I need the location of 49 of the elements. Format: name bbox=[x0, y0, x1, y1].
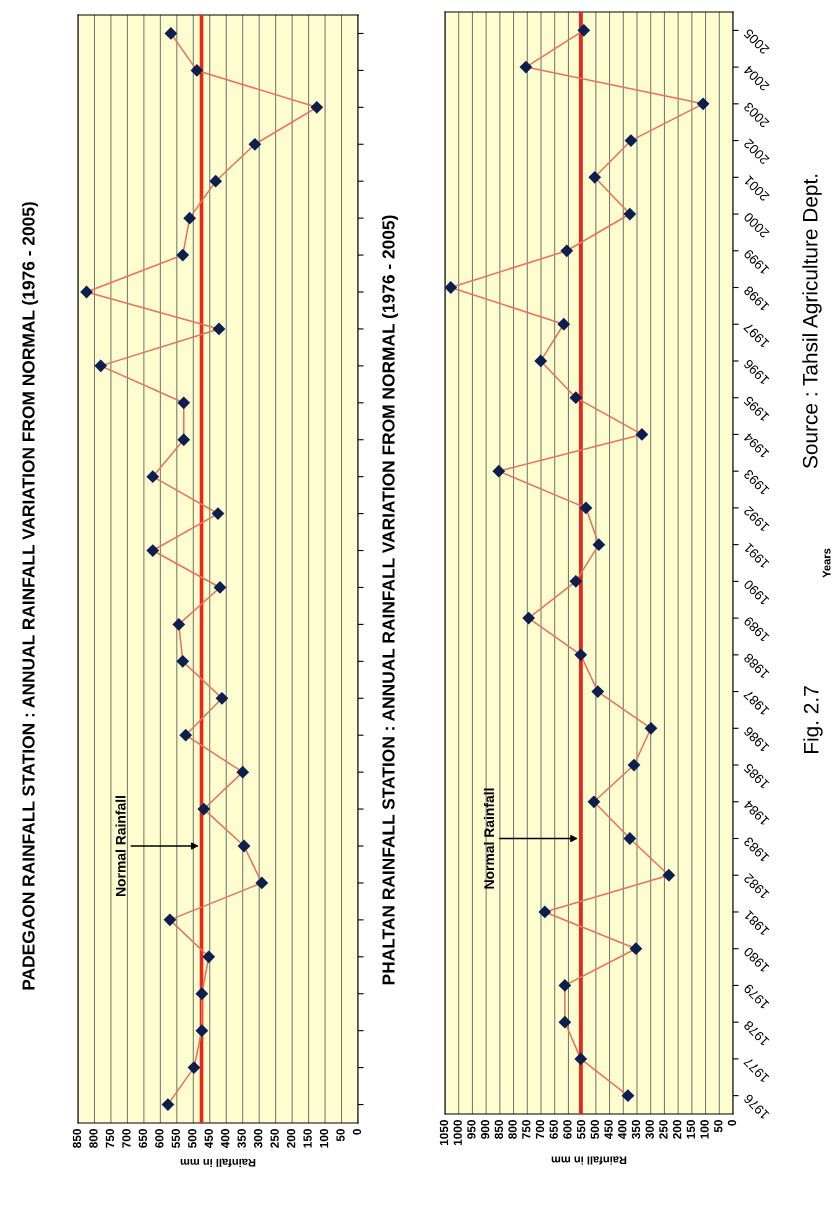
x-tick-label: 1050 bbox=[439, 1120, 449, 1146]
source-note: Source : Tahsil Agriculture Dept. bbox=[802, 174, 822, 469]
x-tick-label: 0 bbox=[352, 1129, 362, 1135]
x-tick-label: 600 bbox=[155, 1129, 164, 1148]
x-tick-label: 650 bbox=[138, 1129, 148, 1148]
y-axis-title: Years bbox=[822, 548, 831, 578]
x-tick-label: 350 bbox=[631, 1120, 641, 1139]
x-tick-label: 250 bbox=[659, 1120, 668, 1139]
x-tick-label: 950 bbox=[467, 1120, 476, 1139]
x-tick-label: 550 bbox=[171, 1129, 180, 1148]
x-tick-label: 200 bbox=[286, 1129, 296, 1148]
x-tick-label: 200 bbox=[672, 1120, 682, 1139]
x-tick-label: 150 bbox=[686, 1120, 696, 1139]
x-tick-label: 50 bbox=[336, 1129, 345, 1142]
x-axis-title: Rainfall in mm bbox=[180, 1158, 256, 1167]
x-tick-label: 450 bbox=[604, 1120, 613, 1140]
x-tick-label: 250 bbox=[270, 1129, 279, 1148]
x-tick-label: 350 bbox=[237, 1129, 246, 1148]
x-tick-label: 150 bbox=[303, 1129, 312, 1148]
ref-line-label: Normal Rainfall bbox=[115, 796, 126, 897]
x-tick-label: 900 bbox=[480, 1120, 490, 1139]
ref-line-label: Normal Rainfall bbox=[483, 788, 495, 889]
x-axis-title: Rainfall in mm bbox=[551, 1156, 627, 1165]
x-tick-label: 550 bbox=[576, 1120, 586, 1139]
x-tick-label: 0 bbox=[727, 1120, 737, 1126]
x-tick-label: 100 bbox=[700, 1120, 709, 1139]
x-tick-label: 1000 bbox=[453, 1120, 462, 1146]
text: PHALTAN RAINFALL STATION : ANNUAL RAINFALL VARIATION FROM NORMAL (1976 - 2005) bbox=[381, 215, 399, 985]
x-tick-label: 100 bbox=[319, 1129, 329, 1148]
x-tick-label: 400 bbox=[618, 1120, 627, 1140]
x-tick-label: 750 bbox=[522, 1120, 531, 1139]
x-tick-label: 850 bbox=[72, 1129, 82, 1148]
x-tick-label: 750 bbox=[105, 1129, 115, 1148]
x-tick-label: 650 bbox=[549, 1120, 558, 1139]
x-tick-label: 800 bbox=[508, 1120, 517, 1139]
text: PADEGAON RAINFALL STATION : ANNUAL RAINFALL VARIATION FROM NORMAL (1976 - 2005) bbox=[21, 202, 39, 990]
x-tick-label: 700 bbox=[535, 1120, 545, 1139]
x-tick-label: 800 bbox=[89, 1129, 98, 1148]
x-tick-label: 50 bbox=[714, 1120, 723, 1133]
caption: Fig. 2.7 bbox=[803, 686, 823, 754]
x-tick-label: 300 bbox=[253, 1129, 263, 1148]
x-tick-label: 500 bbox=[590, 1120, 600, 1139]
x-tick-label: 400 bbox=[221, 1129, 230, 1149]
x-tick-label: 450 bbox=[204, 1129, 213, 1149]
x-tick-label: 600 bbox=[563, 1120, 572, 1139]
x-tick-label: 850 bbox=[494, 1120, 504, 1139]
x-tick-label: 500 bbox=[188, 1129, 197, 1148]
x-tick-label: 700 bbox=[122, 1129, 131, 1148]
x-tick-label: 300 bbox=[645, 1120, 654, 1139]
